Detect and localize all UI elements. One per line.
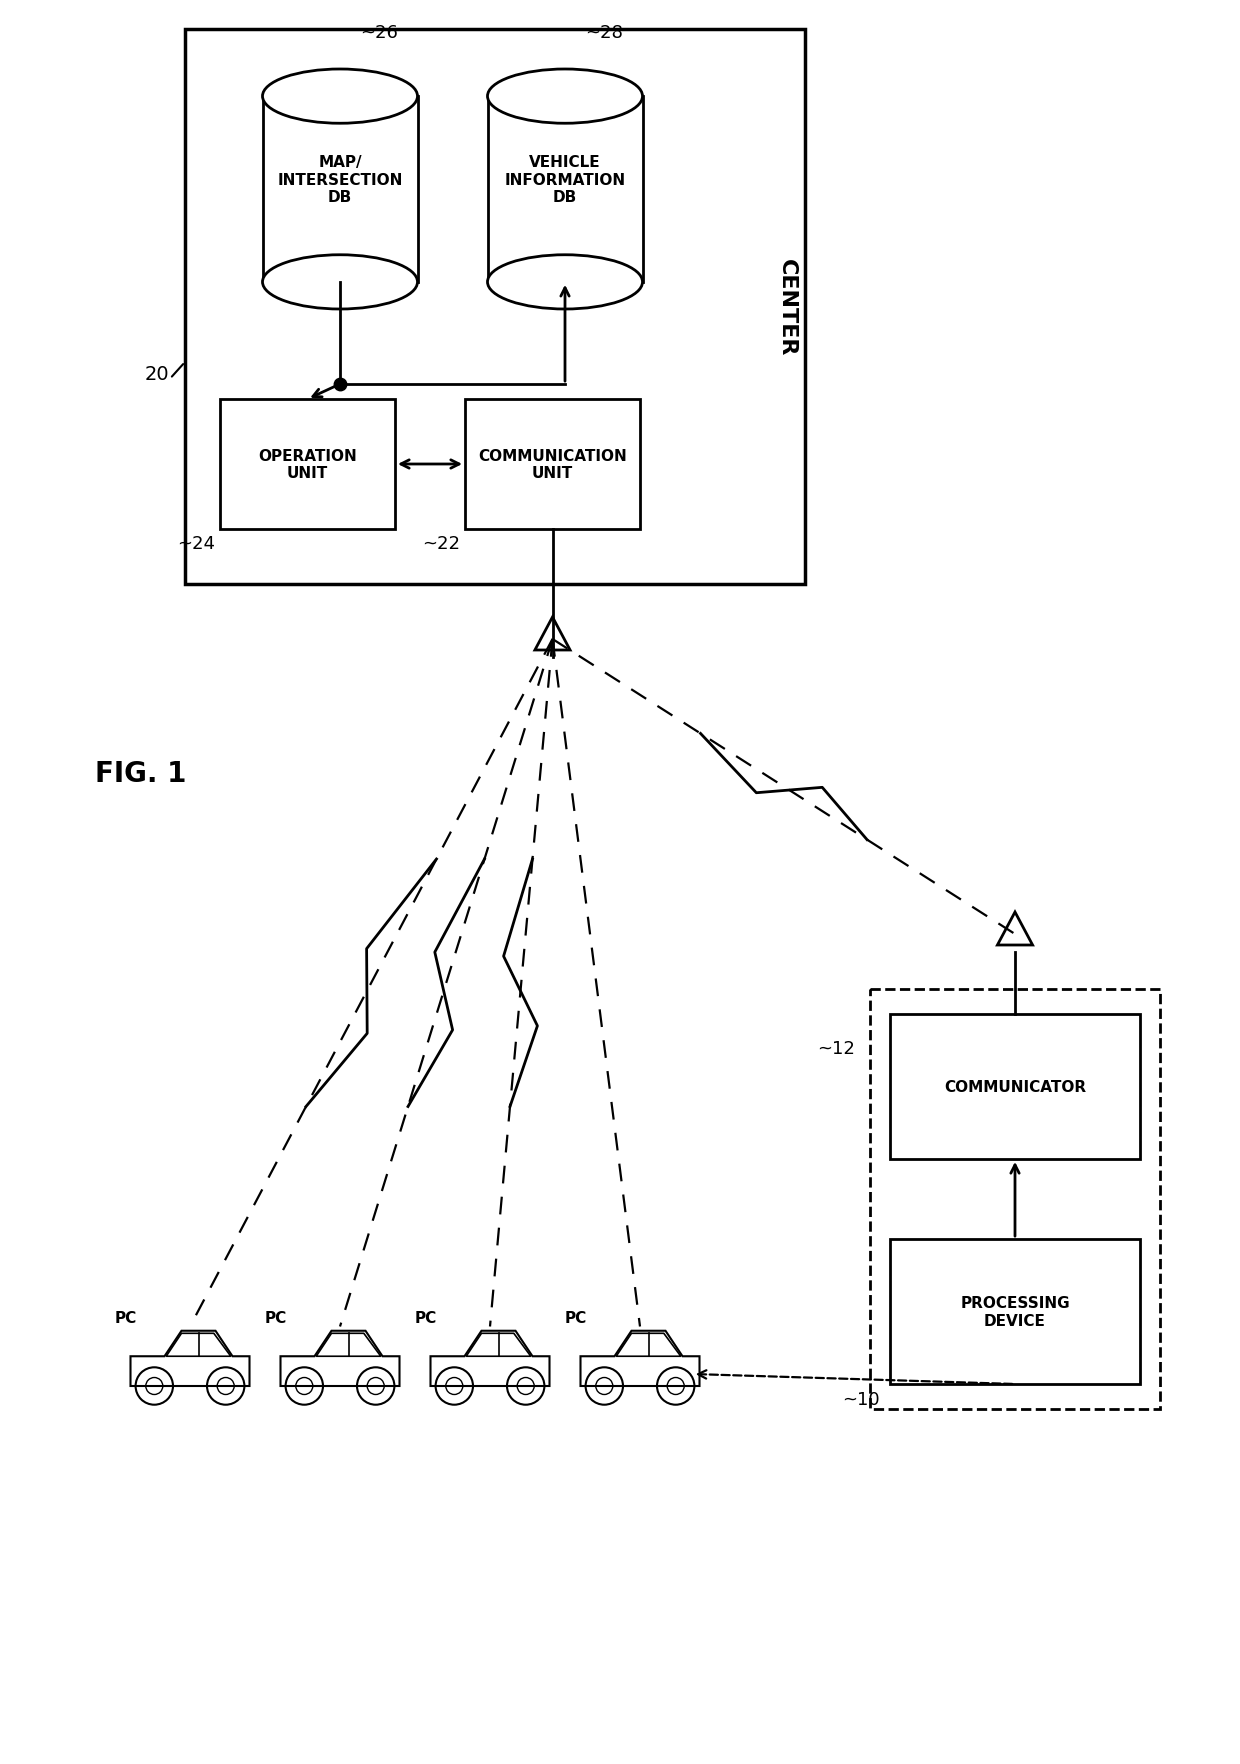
Ellipse shape bbox=[487, 256, 642, 310]
Bar bbox=[465, 400, 640, 529]
Text: MAP/
INTERSECTION
DB: MAP/ INTERSECTION DB bbox=[278, 155, 403, 205]
Text: CENTER: CENTER bbox=[777, 259, 797, 356]
Bar bbox=[219, 400, 396, 529]
Text: COMMUNICATION
UNIT: COMMUNICATION UNIT bbox=[479, 448, 627, 482]
Text: ~12: ~12 bbox=[817, 1039, 856, 1057]
Bar bbox=[870, 990, 1159, 1409]
Ellipse shape bbox=[263, 71, 418, 123]
Text: ~26: ~26 bbox=[360, 25, 398, 42]
Text: PC: PC bbox=[415, 1311, 438, 1325]
Text: 20: 20 bbox=[145, 365, 170, 383]
Text: PC: PC bbox=[265, 1311, 288, 1325]
Text: PROCESSING
DEVICE: PROCESSING DEVICE bbox=[960, 1295, 1070, 1328]
Text: ~24: ~24 bbox=[177, 534, 215, 552]
Text: COMMUNICATOR: COMMUNICATOR bbox=[944, 1080, 1086, 1094]
Text: PC: PC bbox=[565, 1311, 588, 1325]
Text: VEHICLE
INFORMATION
DB: VEHICLE INFORMATION DB bbox=[505, 155, 625, 205]
Bar bbox=[890, 1240, 1140, 1385]
Text: ~10: ~10 bbox=[842, 1390, 880, 1408]
Ellipse shape bbox=[487, 71, 642, 123]
Text: PC: PC bbox=[115, 1311, 138, 1325]
Bar bbox=[185, 30, 805, 584]
Ellipse shape bbox=[263, 256, 418, 310]
Text: ~28: ~28 bbox=[585, 25, 622, 42]
Text: OPERATION
UNIT: OPERATION UNIT bbox=[258, 448, 357, 482]
Text: ~22: ~22 bbox=[422, 534, 460, 552]
Bar bbox=[890, 1014, 1140, 1159]
Text: FIG. 1: FIG. 1 bbox=[95, 760, 186, 787]
